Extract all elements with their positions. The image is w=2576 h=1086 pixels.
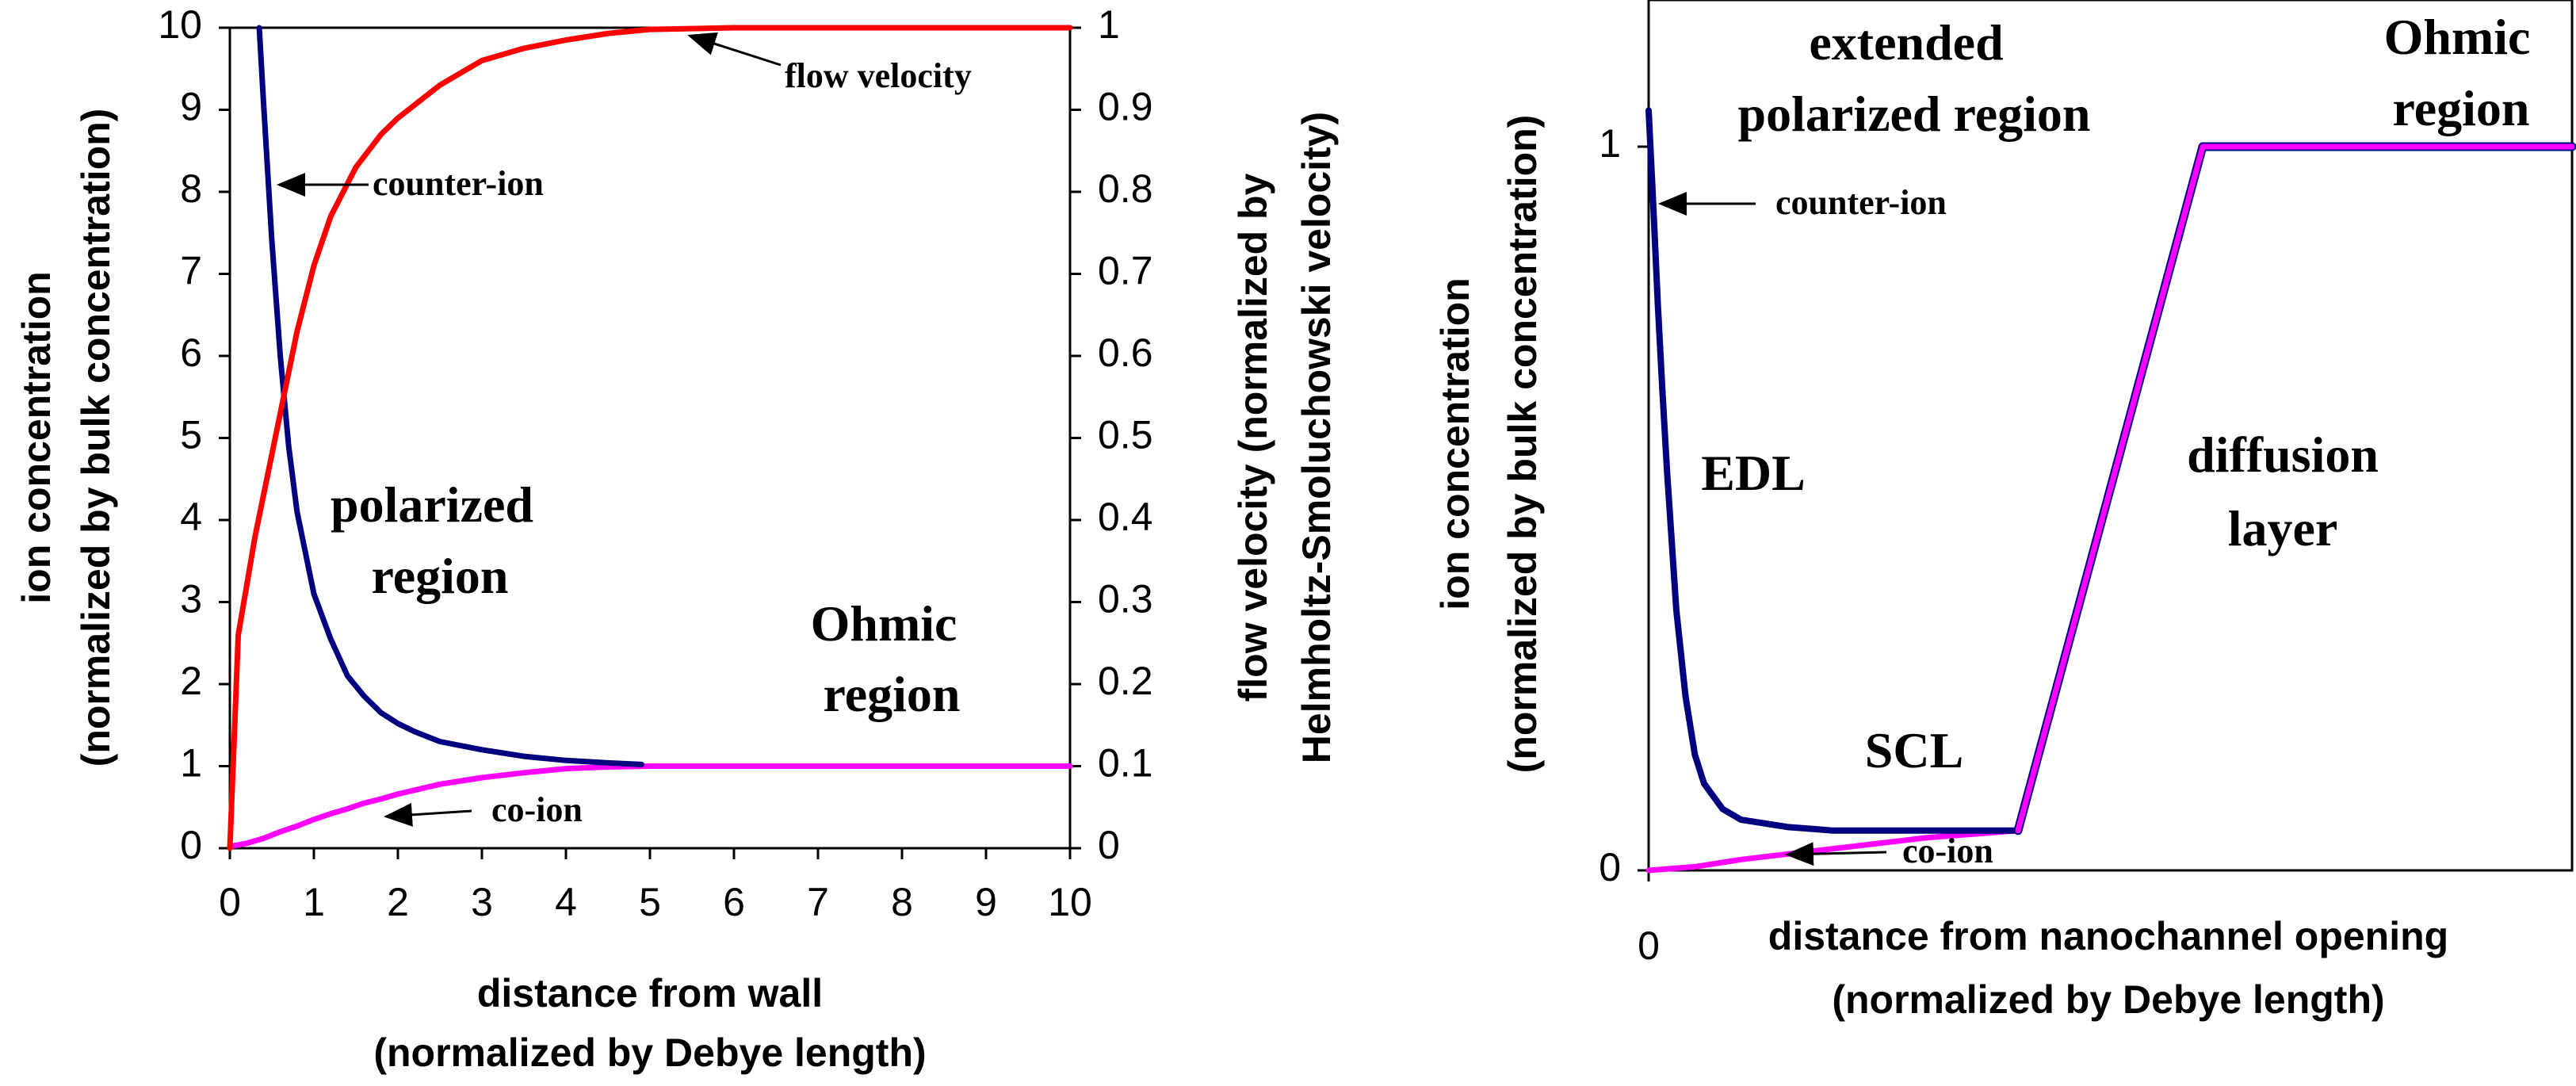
right-series-combined-underlay <box>2013 142 2576 836</box>
left-y-ticks: 0 1 2 3 4 5 6 7 8 9 10 <box>158 2 230 867</box>
left-y-tick-label: 6 <box>180 331 202 375</box>
left-x-tick-label: 9 <box>975 880 997 924</box>
left-y2-tick-label: 0.3 <box>1098 577 1153 621</box>
left-y2-tick-label: 0.9 <box>1098 85 1153 129</box>
left-y-tick-label: 0 <box>180 823 202 867</box>
left-region-ohmic-line2: region <box>823 666 960 722</box>
right-xlabel-line2: (normalized by Debye length) <box>1832 977 2384 1022</box>
right-region-extended-line2: polarized region <box>1738 86 2091 142</box>
left-annot-counter-ion: counter-ion <box>373 164 544 203</box>
left-xlabel-line2: (normalized by Debye length) <box>373 1031 926 1075</box>
right-annot-co-ion: co-ion <box>1902 832 1993 870</box>
left-x-tick-label: 10 <box>1048 880 1092 924</box>
left-y2label-line1: flow velocity (normalized by <box>1231 173 1275 702</box>
right-region-diffusion-line1: diffusion <box>2187 426 2379 483</box>
right-plot-frame <box>1647 0 2574 872</box>
right-annot-counter-ion: counter-ion <box>1775 183 1947 222</box>
left-xlabel-line1: distance from wall <box>477 971 823 1015</box>
left-region-ohmic-line1: Ohmic <box>811 595 957 652</box>
left-x-tick-label: 0 <box>219 880 241 924</box>
left-annot-co-ion: co-ion <box>491 790 583 829</box>
left-arrow-flow-velocity <box>687 32 782 67</box>
right-series <box>1645 107 2576 874</box>
left-y2-tick-label: 1 <box>1098 2 1120 47</box>
left-y-tick-label: 5 <box>180 413 202 457</box>
left-y2-tick-label: 0.1 <box>1098 741 1153 786</box>
left-x-tick-label: 2 <box>387 880 409 924</box>
left-y2-tick-label: 0.7 <box>1098 249 1153 293</box>
left-series-co-ion <box>227 763 1073 850</box>
right-series-counter-ion <box>1645 107 2021 834</box>
right-xlabel-line1: distance from nanochannel opening <box>1768 914 2448 958</box>
left-region-polarized-line2: region <box>371 548 508 604</box>
left-y-tick-label: 1 <box>180 741 202 786</box>
right-series-combined-diffusion-layer- <box>2015 143 2575 834</box>
right-ylabel-line2: (normalized by bulk concentration) <box>1500 115 1545 774</box>
left-y2-tick-label: 0.8 <box>1098 166 1153 211</box>
left-x-tick-label: 5 <box>639 880 661 924</box>
left-x-tick-label: 3 <box>471 880 493 924</box>
left-ylabel-line1: ion concentration <box>14 271 59 603</box>
right-region-edl: EDL <box>1701 445 1806 501</box>
left-x-tick-label: 4 <box>555 880 577 924</box>
left-y2-tick-label: 0.6 <box>1098 331 1153 375</box>
left-y-tick-label: 2 <box>180 659 202 703</box>
left-x-tick-label: 8 <box>891 880 913 924</box>
left-ylabel-line2: (normalized by bulk concentration) <box>74 109 118 767</box>
left-x-tick-label: 7 <box>807 880 829 924</box>
right-region-ohmic-line2: region <box>2392 80 2529 136</box>
left-y2label-line2: Helmholtz-Smoluchowski velocity) <box>1294 112 1339 763</box>
left-arrow-co-ion <box>384 802 472 827</box>
left-y2-tick-label: 0.2 <box>1098 659 1153 703</box>
left-annot-flow-velocity: flow velocity <box>785 56 972 95</box>
right-y-tick-label: 1 <box>1599 121 1621 166</box>
left-series <box>227 25 1073 851</box>
left-y2-ticks: 0 0.1 0.2 0.3 0.4 0.5 0.6 0.7 0.8 0.9 1 <box>1070 2 1153 867</box>
left-y2-tick-label: 0 <box>1098 823 1120 867</box>
right-y-ticks: 01 <box>1599 121 1649 889</box>
left-x-tick-label: 1 <box>303 880 325 924</box>
left-series-counter-ion <box>256 25 644 767</box>
right-region-scl: SCL <box>1865 722 1964 778</box>
left-y-tick-label: 7 <box>180 249 202 293</box>
left-y-tick-label: 4 <box>180 495 202 539</box>
right-x-ticks: 0 <box>1638 870 1660 968</box>
left-x-ticks: 0 1 2 3 4 5 6 7 8 9 10 <box>219 848 1092 924</box>
left-plot-frame <box>228 26 1072 850</box>
right-chart: 0 01 distance from nanochannel opening (… <box>1433 0 2576 1022</box>
right-region-extended-line1: extended <box>1809 14 2003 71</box>
right-arrow-co-ion <box>1785 842 1887 866</box>
left-y-tick-label: 9 <box>180 85 202 129</box>
left-x-tick-label: 6 <box>723 880 745 924</box>
right-ylabel-line1: ion concentration <box>1433 277 1477 610</box>
left-y2-tick-label: 0.4 <box>1098 495 1153 539</box>
left-y-tick-label: 8 <box>180 166 202 211</box>
right-y-tick-label: 0 <box>1599 845 1621 889</box>
left-y-tick-label: 10 <box>158 2 202 47</box>
right-x-tick-label: 0 <box>1638 923 1660 968</box>
left-y-tick-label: 3 <box>180 577 202 621</box>
left-series-flow-velocity <box>227 25 1073 851</box>
right-region-ohmic-line1: Ohmic <box>2384 9 2531 65</box>
right-region-diffusion-line2: layer <box>2228 500 2338 556</box>
left-region-polarized-line1: polarized <box>331 476 533 533</box>
left-y2-tick-label: 0.5 <box>1098 413 1153 457</box>
